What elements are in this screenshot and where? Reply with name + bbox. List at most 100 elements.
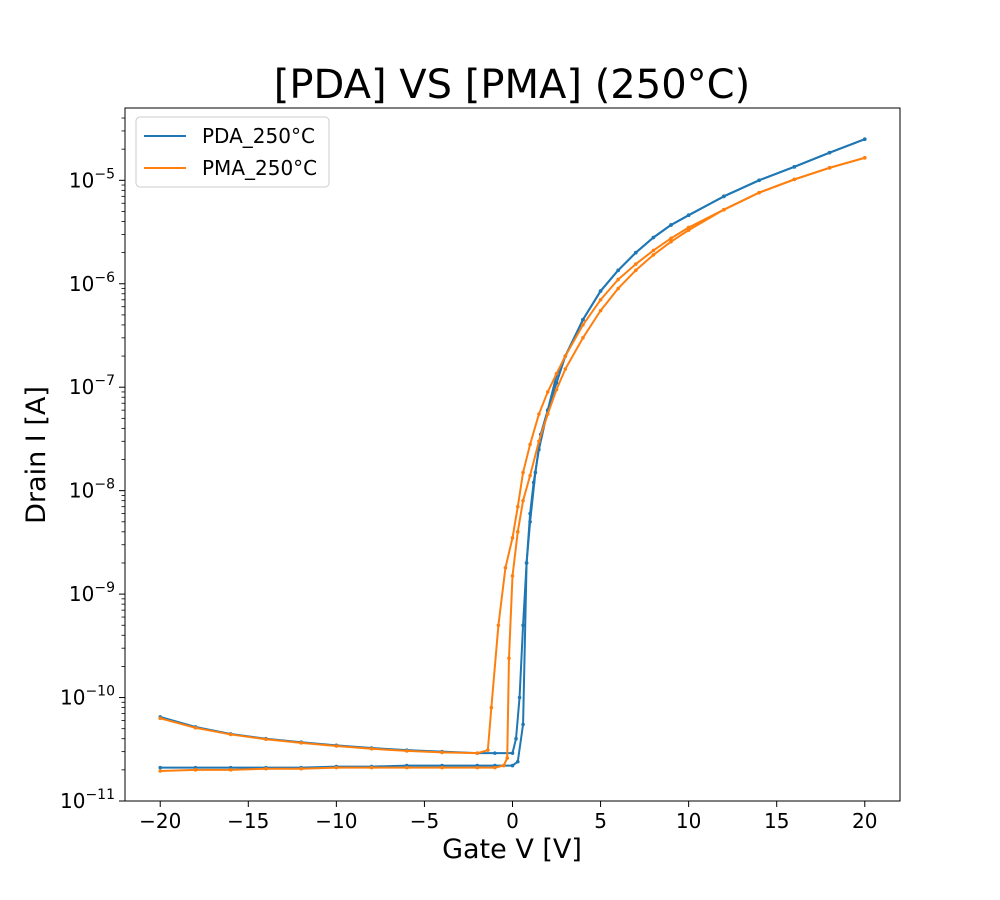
x-tick-label: 0 [506,809,519,833]
x-tick-label: 15 [764,809,789,833]
data-point [598,308,603,313]
data-point [514,736,518,741]
data-point [158,765,163,770]
data-point [651,248,656,253]
data-point [475,751,480,755]
x-tick-label: −15 [227,809,269,833]
chart-title: [PDA] VS [PMA] (250°C) [274,62,750,108]
data-point [792,177,797,182]
plot-area [158,137,867,773]
data-point [158,769,163,773]
data-point [634,250,638,255]
data-point [616,286,620,291]
data-point [554,371,559,376]
data-point [510,751,515,755]
data-point [228,732,233,737]
data-point [299,741,303,745]
series-line-forward [160,138,866,769]
data-point [598,297,603,302]
legend: PDA_250°C PMA_250°C [135,116,330,188]
data-point [521,722,525,727]
y-tick-label: 10−9 [69,580,115,606]
y-tick-label: 10−6 [69,270,115,296]
data-point [581,336,585,340]
data-point [334,765,339,770]
data-point [334,744,339,748]
series-1 [158,137,867,770]
data-point [686,213,691,217]
data-point [517,695,522,700]
data-point [510,574,515,578]
data-point [616,268,620,273]
legend-box [135,116,330,188]
data-point [510,763,515,768]
legend-label: PMA_250°C [202,156,317,180]
data-point [503,565,508,570]
data-point [515,530,520,534]
x-tick-label: 20 [852,809,877,833]
data-point [264,737,268,742]
data-point [686,228,691,232]
data-point [634,268,638,273]
series-line-reverse [159,138,866,755]
data-point [440,750,444,755]
data-point [616,277,620,282]
x-tick-label: 10 [676,809,701,833]
data-point [686,225,691,230]
data-point [524,561,529,565]
data-point [521,498,525,503]
y-tick-label: 10−5 [69,166,115,192]
data-point [531,480,536,485]
data-point [228,768,233,772]
data-point [515,759,520,764]
data-point [537,439,541,444]
data-point [827,166,832,170]
data-point [505,756,510,760]
data-point [510,536,515,540]
data-point [757,178,761,183]
legend-label: PDA_250°C [202,124,315,148]
x-tick-label: −5 [410,809,439,833]
data-point [501,763,506,768]
data-point [545,390,550,394]
data-point [651,253,656,257]
data-point [486,748,490,752]
data-point [158,716,163,721]
y-axis-label: Drain I [A] [21,386,52,524]
data-point [440,765,444,770]
series-2 [158,156,867,773]
plot-frame [124,107,901,802]
data-point [669,239,673,244]
y-axis: 10−11 10−10 10−9 10−8 10−7 10−6 10−5 [60,117,125,813]
data-point [475,765,480,770]
data-point [669,223,673,227]
x-axis: −20 −15 −10 −5 0 5 10 15 20 [139,801,877,833]
data-point [563,367,568,371]
data-point [722,194,726,199]
data-point [193,726,198,730]
data-point [757,190,761,195]
data-point [264,766,268,771]
data-point [581,323,585,327]
data-point [493,751,497,755]
data-point [528,473,532,478]
data-point [369,765,374,770]
series-line-reverse [159,156,866,755]
data-point [369,746,374,751]
data-point [528,442,532,447]
data-point [528,511,532,516]
y-tick-label: 10−8 [69,477,115,503]
data-point [598,289,603,293]
y-tick-label: 10−7 [69,373,115,399]
data-point [493,765,497,770]
data-point [669,236,673,241]
y-tick-label: 10−10 [60,684,115,710]
data-point [489,705,494,710]
data-point [521,623,525,628]
data-point [792,165,797,169]
data-point [545,412,550,416]
data-point [862,137,867,141]
data-point [827,150,832,155]
data-point [862,156,867,160]
